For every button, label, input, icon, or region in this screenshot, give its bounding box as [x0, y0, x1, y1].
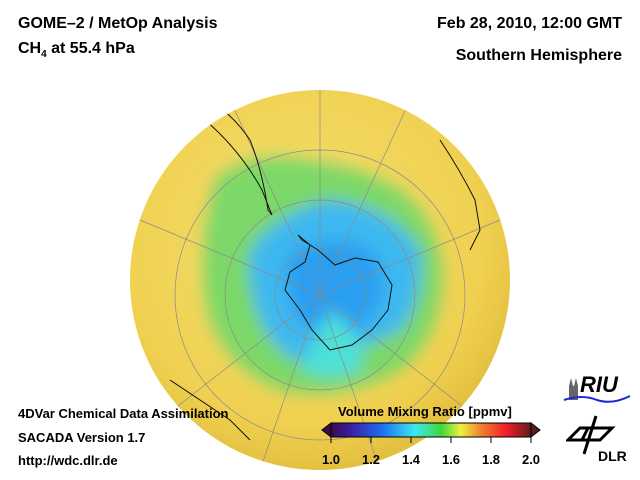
tick-label: 2.0: [521, 452, 541, 467]
species: CH: [18, 40, 42, 57]
south-america-outline: [199, 94, 273, 216]
footer-url[interactable]: http://wdc.dlr.de: [18, 453, 118, 468]
antarctica-outline: [284, 234, 393, 351]
australia-outline: [169, 379, 251, 441]
colorbar: [321, 422, 541, 443]
africa-outline: [439, 139, 481, 251]
tick-label: 1.4: [401, 452, 421, 467]
colorbar-ticks: [330, 437, 532, 443]
dlr-logo-text: DLR: [598, 448, 627, 464]
hemisphere: Southern Hemisphere: [455, 47, 622, 64]
tick-label: 1.6: [441, 452, 461, 467]
colorbar-over-arrow: [530, 422, 541, 439]
colorbar-under-arrow: [321, 422, 332, 439]
datetime: Feb 28, 2010, 12:00 GMT: [437, 15, 622, 32]
footer-method: 4DVar Chemical Data Assimilation: [18, 406, 229, 421]
dlr-emblem-icon: [566, 415, 616, 455]
colorbar-gradient: [330, 422, 532, 438]
tick-label: 1.8: [481, 452, 501, 467]
dlr-logo: DLR: [564, 414, 634, 474]
footer-version: SACADA Version 1.7: [18, 430, 146, 445]
riu-logo-text: RIU: [580, 372, 618, 397]
cyan-edge: [300, 310, 362, 378]
colorbar-title: Volume Mixing Ratio [ppmv]: [338, 404, 512, 419]
coastlines: [169, 94, 481, 441]
species-label: CH4 at 55.4 hPa: [18, 40, 135, 60]
vortex-core: [286, 241, 383, 330]
species-subscript: 4: [41, 49, 47, 61]
tick-label: 1.2: [361, 452, 381, 467]
riu-logo: RIU: [562, 372, 632, 404]
tick-label: 1.0: [321, 452, 341, 467]
analysis-title: GOME–2 / MetOp Analysis: [18, 15, 218, 32]
cathedral-icon: [563, 378, 631, 403]
pressure-level: at 55.4 hPa: [46, 40, 135, 57]
